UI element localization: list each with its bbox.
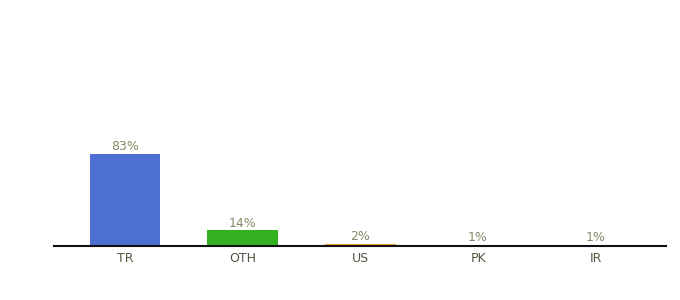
Text: 83%: 83%	[111, 140, 139, 153]
Text: 1%: 1%	[468, 231, 488, 244]
Bar	[207, 230, 278, 246]
Text: 2%: 2%	[350, 230, 371, 243]
Bar	[325, 244, 396, 246]
Text: 14%: 14%	[229, 217, 256, 230]
Bar	[443, 245, 513, 246]
Bar	[560, 245, 631, 246]
Bar	[90, 154, 160, 246]
Text: 1%: 1%	[586, 231, 606, 244]
